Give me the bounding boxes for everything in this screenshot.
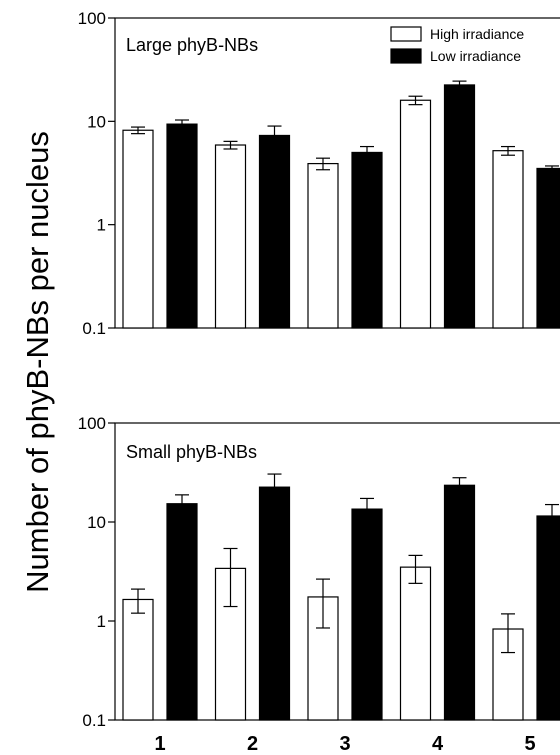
error-bar — [408, 554, 423, 584]
error-bar — [452, 80, 467, 85]
error-bar — [223, 547, 238, 608]
error-bar — [360, 145, 374, 153]
y-tick-label: 0.1 — [82, 319, 106, 338]
error-bar — [360, 497, 374, 510]
bar-low-irradiance-5 — [536, 515, 560, 721]
legend-label: Low irradiance — [430, 48, 521, 64]
bar-high-irradiance-4 — [399, 99, 432, 329]
y-tick-label: 1 — [97, 612, 106, 631]
x-tick-label: 1 — [154, 733, 165, 755]
bar-high-irradiance-5 — [492, 150, 524, 329]
y-tick-label: 10 — [87, 513, 106, 532]
error-bar — [501, 613, 515, 654]
legend-swatch — [390, 48, 422, 64]
error-bar — [175, 494, 189, 504]
error-bar — [267, 125, 282, 136]
x-tick-label: 3 — [339, 733, 350, 755]
panel-1: 0.1 1 10 100 Large phyB-NBs High irradiance Lo… — [78, 9, 560, 338]
error-bar — [175, 119, 189, 125]
bar-low-irradiance-3 — [351, 151, 383, 329]
error-bar — [316, 578, 330, 629]
error-bar — [501, 145, 515, 156]
x-tick-label: 5 — [524, 733, 535, 755]
error-bar — [545, 503, 559, 516]
bar-low-irradiance-1 — [166, 123, 198, 329]
error-bar — [267, 473, 282, 488]
bar-low-irradiance-4 — [443, 484, 476, 721]
y-tick-label: 100 — [78, 9, 106, 28]
x-tick-label: 2 — [247, 733, 258, 755]
bar-low-irradiance-2 — [258, 486, 291, 721]
bar-high-irradiance-3 — [307, 162, 339, 329]
legend-label: High irradiance — [430, 26, 524, 42]
y-tick-label: 10 — [87, 112, 106, 131]
y-tick-label: 1 — [97, 216, 106, 235]
error-bar — [452, 477, 467, 486]
error-bar — [131, 126, 145, 135]
bar-low-irradiance-5 — [536, 167, 560, 329]
bar-high-irradiance-1 — [122, 598, 154, 721]
bar-low-irradiance-4 — [443, 84, 476, 329]
bar-low-irradiance-2 — [258, 134, 291, 329]
error-bar — [408, 95, 423, 106]
error-bar — [131, 588, 145, 614]
error-bar — [545, 165, 559, 169]
x-tick-label: 4 — [432, 733, 444, 755]
y-tick-label: 0.1 — [82, 711, 106, 730]
panel-title: Small phyB-NBs — [126, 442, 257, 462]
legend: High irradiance Low irradiance — [390, 26, 524, 64]
bar-high-irradiance-1 — [122, 129, 154, 329]
error-bar — [223, 140, 238, 150]
error-bar — [316, 157, 330, 171]
panel-2: 0.1 1 10 100 Small phyB-NBs 1 2 3 4 5 — [78, 414, 560, 755]
panel-title: Large phyB-NBs — [126, 35, 258, 55]
bar-high-irradiance-4 — [399, 566, 432, 721]
y-tick-label: 100 — [78, 414, 106, 433]
legend-swatch — [390, 26, 422, 42]
bar-low-irradiance-1 — [166, 503, 198, 721]
bar-high-irradiance-2 — [214, 144, 247, 329]
bar-low-irradiance-3 — [351, 508, 383, 721]
y-axis-label: Number of phyB-NBs per nucleus — [20, 131, 55, 593]
